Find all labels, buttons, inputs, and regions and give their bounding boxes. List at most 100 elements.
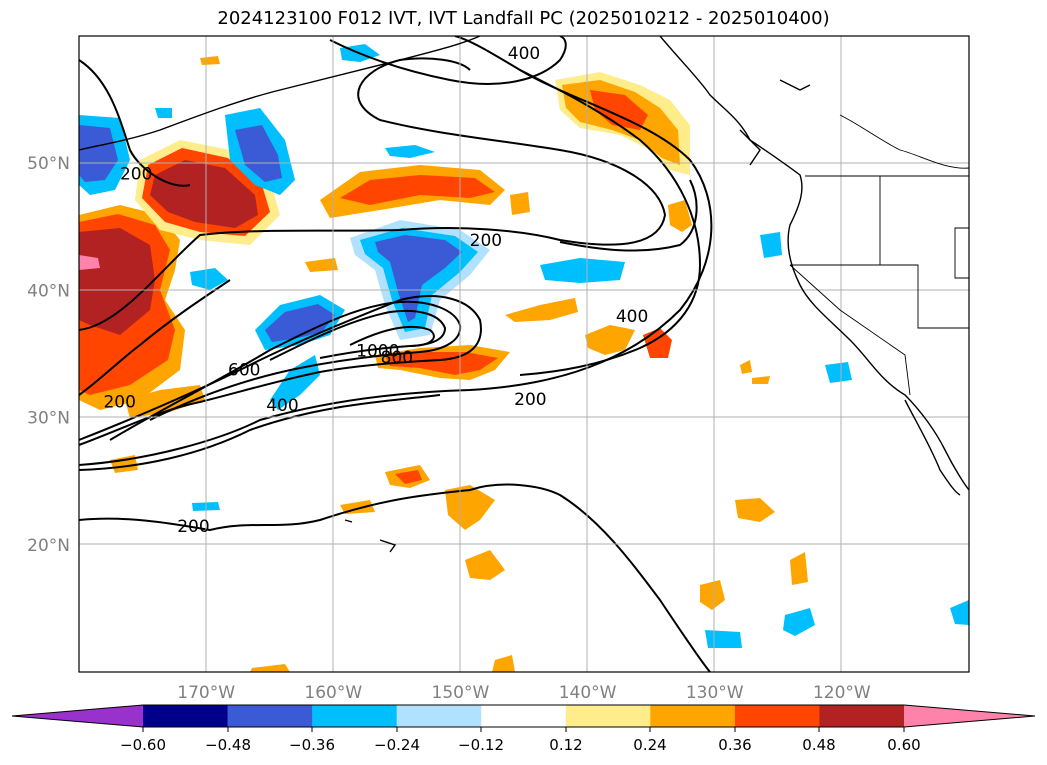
positive-shading-area	[79, 228, 155, 335]
ivt-contour-line	[269, 309, 447, 361]
positive-shading-area	[79, 255, 100, 270]
positive-shading-area	[668, 200, 692, 232]
colorbar-segment	[481, 705, 567, 727]
colorbar-tick-label: −0.12	[458, 736, 504, 754]
colorbar-segment	[396, 705, 482, 727]
positive-shading-area	[125, 385, 205, 418]
positive-shading-area	[445, 485, 495, 530]
ivt-contour-line	[79, 295, 482, 446]
ivt-contours	[79, 36, 713, 672]
contour-label: 400	[266, 396, 298, 416]
colorbar-tick-label: −0.60	[120, 736, 166, 754]
contour-label: 1000	[356, 342, 399, 362]
colorbar-tick-label: 0.48	[802, 736, 835, 754]
positive-shading-area	[385, 352, 498, 375]
contour-label: 200	[103, 392, 135, 412]
ivt-contour-line	[79, 279, 231, 396]
negative-shading-area	[265, 304, 335, 342]
colorbar: −0.60 −0.48 −0.36 −0.24 −0.12 0.12 0.24 0.36 0.4…	[11, 704, 1036, 754]
negative-shading-area	[190, 268, 228, 290]
coastline-north-america	[659, 36, 969, 491]
colorbar-tick-label: −0.48	[205, 736, 251, 754]
graticule	[79, 36, 969, 672]
coastline-island	[739, 129, 761, 166]
negative-shading-area	[385, 145, 435, 158]
longitude-labels: 170°W 160°W 150°W 140°W 130°W 120°W	[177, 683, 871, 703]
colorbar-segment	[734, 705, 820, 727]
contour-label: 400	[616, 307, 648, 327]
longitude-label: 160°W	[304, 683, 362, 703]
longitude-label: 150°W	[432, 683, 490, 703]
coastlines	[79, 36, 969, 553]
longitude-label: 130°W	[686, 683, 744, 703]
latitude-label: 20°N	[27, 536, 70, 556]
negative-shading-area	[155, 108, 172, 118]
longitude-label: 140°W	[559, 683, 617, 703]
longitude-label: 170°W	[177, 683, 235, 703]
negative-shading-area	[950, 600, 969, 625]
colorbar-tick-label: 0.36	[718, 736, 751, 754]
ivt-contour-line	[519, 69, 702, 376]
positive-shading-area	[395, 470, 422, 484]
negative-shading-area	[235, 125, 282, 182]
state-border	[954, 227, 969, 279]
positive-shading-area	[465, 550, 505, 580]
latitude-label: 40°N	[27, 281, 70, 301]
positive-shading-area	[492, 655, 515, 672]
colorbar-tick-label: 0.12	[549, 736, 582, 754]
coastline-hawaii	[344, 519, 353, 523]
colorbar-tick-label: 0.60	[887, 736, 920, 754]
ivt-contour-line	[559, 179, 698, 252]
latitude-label: 50°N	[27, 154, 70, 174]
colorbar-tick-label: −0.36	[289, 736, 335, 754]
contour-label: 600	[228, 361, 260, 381]
ivt-contour-line	[79, 59, 191, 187]
ivt-contour-line	[79, 57, 667, 331]
colorbar-extend-high	[904, 705, 1035, 727]
coastline-hawaii	[379, 539, 397, 553]
positive-shading-area	[200, 56, 220, 65]
contour-label: 200	[120, 165, 152, 185]
positive-shading-area	[505, 298, 578, 322]
ivt-contour-line	[79, 483, 711, 672]
colorbar-segment	[227, 705, 313, 727]
negative-shading-area	[79, 125, 118, 182]
colorbar-extend-low	[12, 705, 143, 727]
coastline-island	[779, 79, 811, 91]
negative-shading-area	[270, 355, 320, 410]
contour-label: 200	[514, 390, 546, 410]
negative-shading-area	[705, 630, 742, 648]
positive-shading-area	[700, 580, 725, 610]
colorbar-tick-label: −0.24	[374, 736, 420, 754]
positive-shading-area	[752, 376, 770, 384]
longitude-label: 120°W	[813, 683, 871, 703]
positive-shading-area	[340, 175, 495, 205]
political-borders	[789, 114, 969, 396]
colorbar-tick-label: 0.24	[633, 736, 666, 754]
positive-shading-area	[250, 664, 290, 672]
positive-shading-area	[150, 160, 258, 228]
colorbar-segment	[819, 705, 905, 727]
colorbar-segment	[312, 705, 398, 727]
colorbar-segment	[143, 705, 229, 727]
contour-label: 400	[508, 44, 540, 64]
contour-label: 800	[381, 348, 413, 368]
map-title: 2024123100 F012 IVT, IVT Landfall PC (20…	[217, 8, 830, 29]
positive-shading-area	[585, 325, 635, 355]
latitude-label: 30°N	[27, 409, 70, 429]
negative-shading-area	[825, 362, 852, 383]
ivt-contour-line	[329, 36, 567, 85]
positive-shading-area	[735, 498, 775, 522]
coastline-baja	[904, 399, 961, 496]
negative-shading-area	[783, 608, 815, 636]
state-border	[789, 264, 911, 396]
contour-label: 200	[470, 231, 502, 251]
positive-shading-area	[740, 360, 752, 374]
map-background	[79, 36, 969, 672]
positive-shading-area	[590, 90, 648, 130]
negative-shading-area	[375, 235, 462, 322]
ivt-contour-line	[79, 394, 441, 471]
colorbar-segment	[650, 705, 736, 727]
